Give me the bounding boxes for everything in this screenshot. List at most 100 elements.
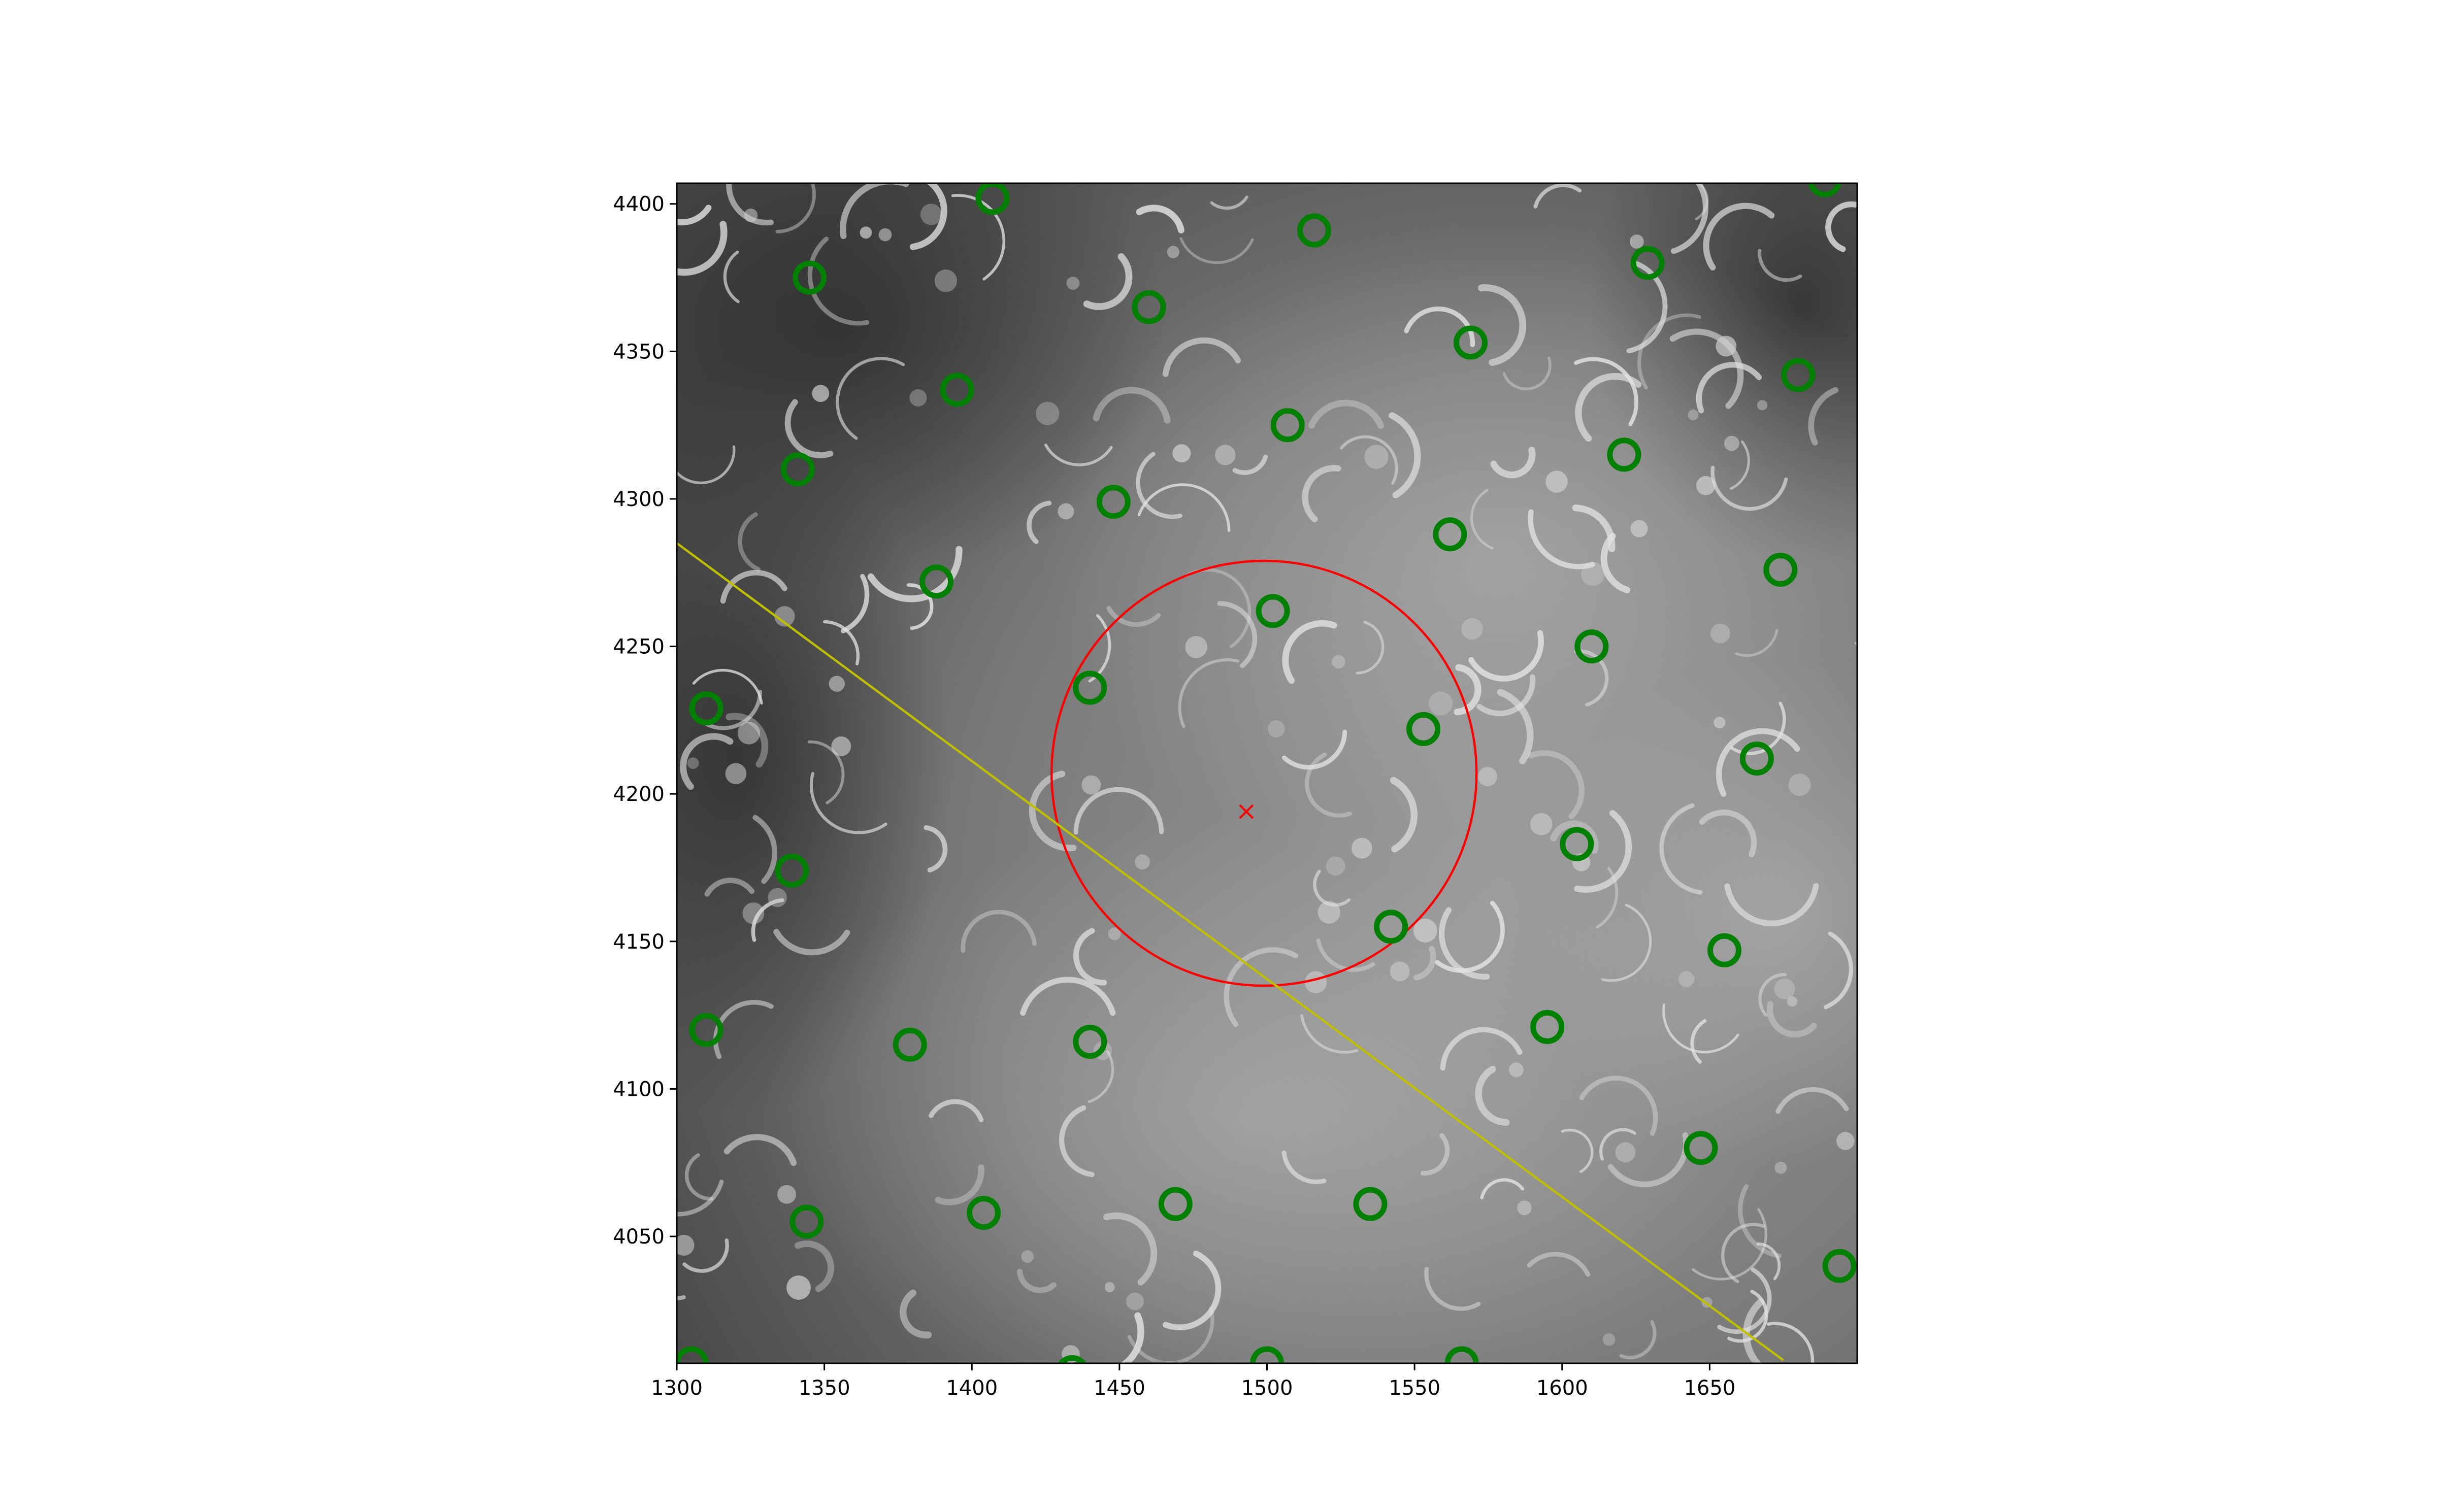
detection-point <box>1353 1187 1388 1221</box>
detection-point <box>1058 1355 1087 1363</box>
cell-crescent <box>1670 183 1708 254</box>
cell-crescent <box>1572 505 1616 552</box>
cell-crescent <box>1695 183 1709 221</box>
cell-blob <box>1036 401 1060 425</box>
y-axis: 4050 4100 4150 4200 4250 4300 4350 4400 <box>613 193 677 1249</box>
cell-crescent <box>1210 195 1248 210</box>
cell-crescent <box>1724 883 1819 927</box>
detection-point <box>1530 1010 1565 1044</box>
cell-blob <box>777 1185 796 1204</box>
detection-point <box>775 853 809 888</box>
cell-crescent <box>1305 752 1352 818</box>
detection-point <box>1822 1249 1857 1283</box>
cell-crescent <box>1356 621 1385 675</box>
cell-crescent <box>1758 249 1802 282</box>
cell-crescent <box>1179 237 1254 264</box>
cell-blob <box>1429 691 1453 716</box>
cell-crescent <box>1579 1076 1658 1136</box>
detection-point <box>1132 290 1166 324</box>
cell-crescent <box>1735 629 1779 657</box>
cell-crescent <box>1854 642 1857 645</box>
cell-blob <box>1757 400 1767 411</box>
detection-point <box>1630 246 1665 280</box>
detection-point <box>1707 933 1741 967</box>
cell-crescent <box>1106 606 1161 627</box>
cell-crescent <box>1020 977 1116 1016</box>
detection-point <box>1808 183 1842 197</box>
cell-crescent <box>924 825 948 872</box>
cell-blob <box>1478 767 1497 787</box>
cell-crescent <box>795 1240 835 1292</box>
cell-crescent <box>1527 1252 1591 1277</box>
cell-crescent <box>1738 1184 1782 1259</box>
cell-crescent <box>1027 500 1052 545</box>
detection-point <box>1250 1346 1284 1363</box>
cell-blob <box>1517 1200 1532 1216</box>
detection-point <box>1073 1024 1107 1059</box>
y-tick-label: 4250 <box>613 635 665 659</box>
cell-crescent <box>1775 1087 1849 1114</box>
x-tick-label: 1600 <box>1536 1376 1588 1400</box>
cell-crescent <box>726 713 769 768</box>
cell-crescent <box>1699 810 1757 857</box>
detection-point <box>677 1346 709 1363</box>
cell-crescent <box>773 929 850 956</box>
cell-crescent <box>1281 1150 1327 1184</box>
cell-blob <box>725 763 747 784</box>
cell-crescent <box>1600 532 1630 593</box>
cell-crescent <box>1163 1250 1222 1331</box>
detection-point <box>789 1204 824 1239</box>
cell-crescent <box>1475 1065 1510 1126</box>
cell-blob <box>1390 961 1410 982</box>
cell-blob <box>1774 1161 1787 1174</box>
cell-crescent <box>900 1289 932 1338</box>
cell-blob <box>860 226 872 239</box>
cell-crescent <box>1690 1019 1707 1064</box>
detection-point <box>689 1013 723 1047</box>
cell-blob <box>1461 618 1483 640</box>
cell-blob <box>1185 636 1207 658</box>
cell-blob <box>1787 996 1798 1007</box>
cell-crescent <box>1502 356 1552 391</box>
cell-crescent <box>836 357 905 440</box>
detection-point <box>1374 910 1408 944</box>
detection-point <box>1781 358 1816 392</box>
cell-crescent <box>1420 1133 1450 1176</box>
center-marker <box>1239 804 1254 819</box>
cell-crescent <box>1424 1266 1481 1311</box>
cell-crescent <box>807 740 845 804</box>
cell-blob <box>1724 435 1739 451</box>
cell-crescent <box>1073 928 1107 986</box>
cell-crescent <box>1575 373 1642 442</box>
cell-blob <box>786 1275 811 1300</box>
detection-point <box>1433 517 1467 552</box>
cell-crescent <box>677 1180 724 1217</box>
cell-crescent <box>720 569 787 604</box>
detection-point <box>967 1196 1001 1230</box>
cell-blob <box>687 757 699 769</box>
cell-blob <box>1108 927 1121 940</box>
cell-crescent <box>961 910 1037 953</box>
cell-crescent <box>1162 337 1241 377</box>
cell-crescent <box>935 1164 984 1205</box>
cell-crescent <box>1073 787 1164 835</box>
x-tick-label: 1650 <box>1684 1376 1735 1400</box>
cell-crescent <box>1217 601 1258 668</box>
detection-point <box>1406 712 1441 746</box>
cell-crescent <box>1727 1290 1768 1343</box>
cell-crescent <box>682 1238 729 1273</box>
cell-blob <box>1836 1132 1855 1150</box>
cell-crescent <box>1316 938 1375 972</box>
cell-crescent <box>867 546 963 602</box>
cell-crescent <box>909 183 947 250</box>
cell-crescent <box>951 194 1006 281</box>
cell-blob <box>1066 277 1080 290</box>
y-tick-label: 4300 <box>613 488 665 511</box>
cell-blob <box>1352 837 1372 859</box>
cell-crescent <box>1758 973 1787 1017</box>
overlays <box>677 542 1785 1361</box>
cell-blob <box>1615 1142 1636 1163</box>
x-axis: 1300 1350 1400 1450 1500 1550 1600 1650 <box>651 1363 1735 1400</box>
cell-crescent <box>726 183 774 226</box>
